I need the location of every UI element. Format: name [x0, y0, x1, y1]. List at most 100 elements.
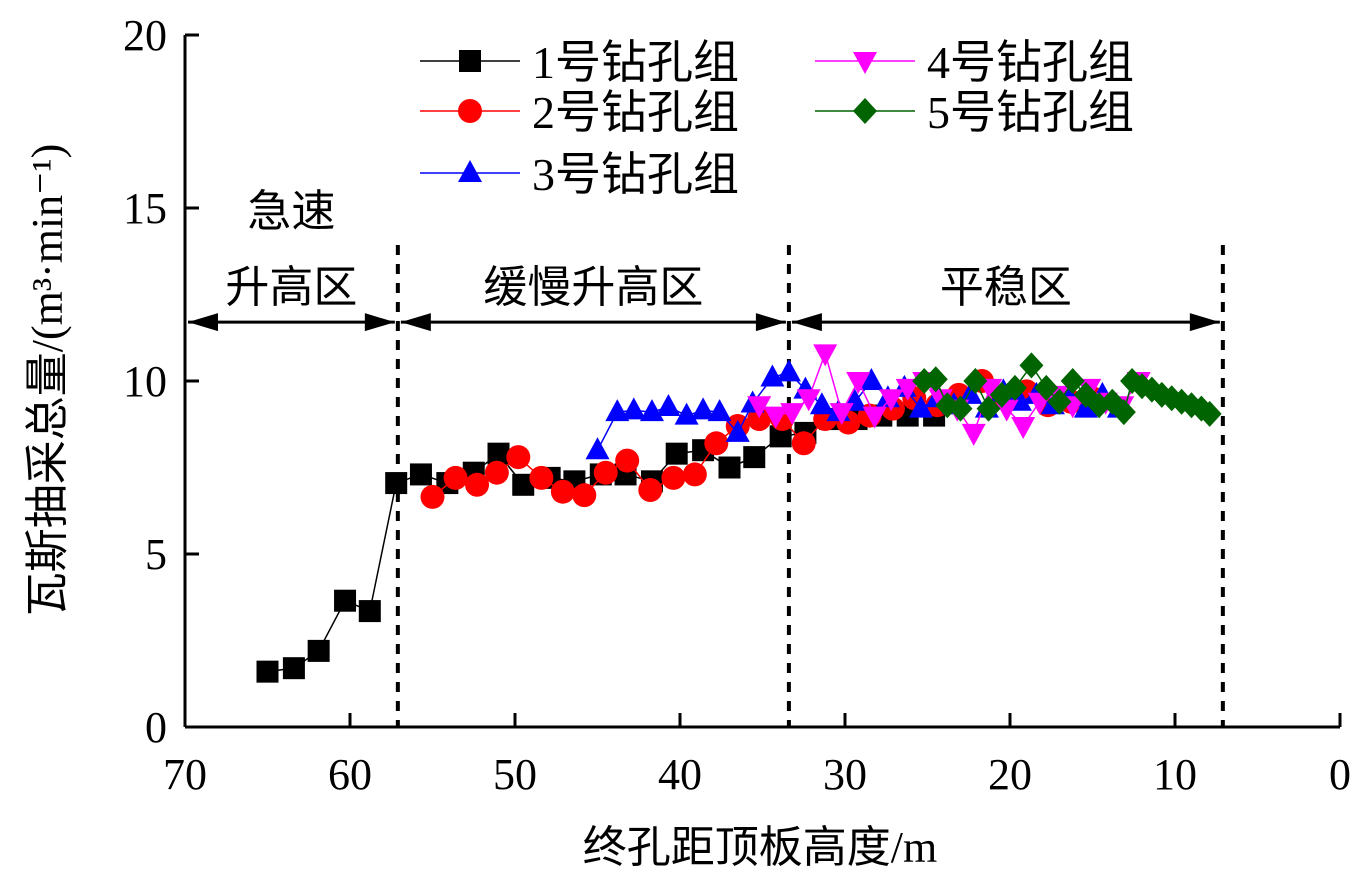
data-point [661, 465, 686, 490]
y-tick-label: 5 [145, 530, 167, 579]
legend-label: 1号钻孔组 [532, 37, 739, 88]
data-point [443, 465, 468, 490]
data-point [512, 473, 535, 496]
data-point [923, 366, 948, 393]
data-point [1060, 368, 1085, 394]
legend-marker-icon [458, 99, 482, 123]
data-point [707, 399, 732, 422]
data-point [718, 456, 741, 479]
data-point [859, 368, 884, 390]
data-point [747, 407, 772, 432]
data-point [961, 423, 986, 446]
data-point [895, 378, 920, 401]
data-point [776, 359, 801, 382]
data-point [769, 425, 792, 448]
x-tick-label: 20 [988, 750, 1032, 799]
y-tick-label: 20 [123, 11, 167, 60]
legend-marker-icon [458, 160, 482, 182]
x-tick-label: 60 [328, 750, 372, 799]
data-point [791, 431, 816, 456]
data-point [465, 472, 490, 497]
data-point [420, 484, 445, 509]
data-point [665, 442, 688, 465]
data-point [725, 419, 750, 442]
x-tick-label: 10 [1153, 750, 1197, 799]
legend-label: 2号钻孔组 [532, 87, 739, 138]
legend-label: 5号钻孔组 [927, 87, 1134, 138]
data-point [605, 399, 630, 422]
x-tick-label: 30 [823, 750, 867, 799]
data-point [358, 600, 381, 623]
region-label: 急速 [247, 187, 335, 236]
data-point [572, 483, 597, 508]
data-point [1034, 374, 1059, 401]
data-point [385, 472, 408, 495]
legend-marker-icon [459, 50, 481, 72]
arrow-left-icon [791, 313, 822, 332]
data-point [829, 403, 854, 426]
x-tick-label: 40 [658, 750, 702, 799]
region-label: 缓慢升高区 [483, 263, 703, 312]
arrow-right-icon [1189, 313, 1220, 332]
data-point [948, 395, 973, 422]
data-point [813, 344, 838, 367]
arrow-left-icon [400, 313, 431, 332]
data-point [908, 395, 933, 418]
data-point [682, 462, 707, 487]
data-point [334, 589, 357, 612]
data-point [958, 381, 983, 404]
region-label: 升高区 [225, 263, 357, 312]
data-point [484, 460, 509, 485]
data-point [621, 397, 646, 420]
x-tick-label: 0 [1329, 750, 1351, 799]
data-point [809, 392, 834, 415]
data-point [691, 397, 716, 420]
y-tick-label: 10 [123, 357, 167, 406]
data-point [1019, 352, 1044, 379]
data-point [846, 372, 871, 394]
data-point [1047, 388, 1072, 415]
data-point [978, 378, 1003, 401]
data-point [976, 395, 1001, 422]
data-point [796, 389, 821, 412]
data-point [409, 463, 432, 486]
data-point [743, 446, 766, 469]
axes: 0 5 10 15 20 70 60 50 40 30 20 10 0 [123, 11, 1351, 799]
plot-area [256, 344, 1222, 683]
data-point [1011, 416, 1036, 439]
arrow-left-icon [188, 313, 218, 332]
data-point [1002, 374, 1027, 401]
arrow-right-icon [364, 313, 395, 332]
data-point [585, 437, 610, 460]
data-point [615, 448, 640, 473]
arrow-right-icon [755, 313, 786, 332]
data-point [656, 393, 681, 416]
x-axis-label: 终孔距顶板高度/m [583, 823, 937, 872]
data-point [963, 368, 988, 394]
x-tick-label: 50 [493, 750, 537, 799]
data-point [487, 442, 510, 465]
data-point [862, 406, 887, 429]
data-point [282, 657, 305, 680]
legend-marker-icon [853, 52, 877, 74]
data-point [550, 479, 575, 504]
series-5 [912, 352, 1222, 427]
data-point [763, 406, 788, 429]
data-point [256, 660, 279, 683]
y-axis-label: 瓦斯抽采总量/(m³·min⁻¹) [23, 144, 72, 616]
data-point [529, 465, 554, 490]
data-point [1197, 400, 1222, 427]
region-label: 平稳区 [940, 263, 1072, 312]
y-tick-label: 15 [123, 184, 167, 233]
legend-label: 3号钻孔组 [532, 149, 739, 200]
x-tick-label: 70 [163, 750, 207, 799]
data-point [593, 460, 618, 485]
data-point [780, 403, 805, 426]
data-point [506, 445, 531, 470]
data-point [704, 431, 729, 456]
data-point [879, 389, 904, 412]
data-point [638, 477, 663, 502]
